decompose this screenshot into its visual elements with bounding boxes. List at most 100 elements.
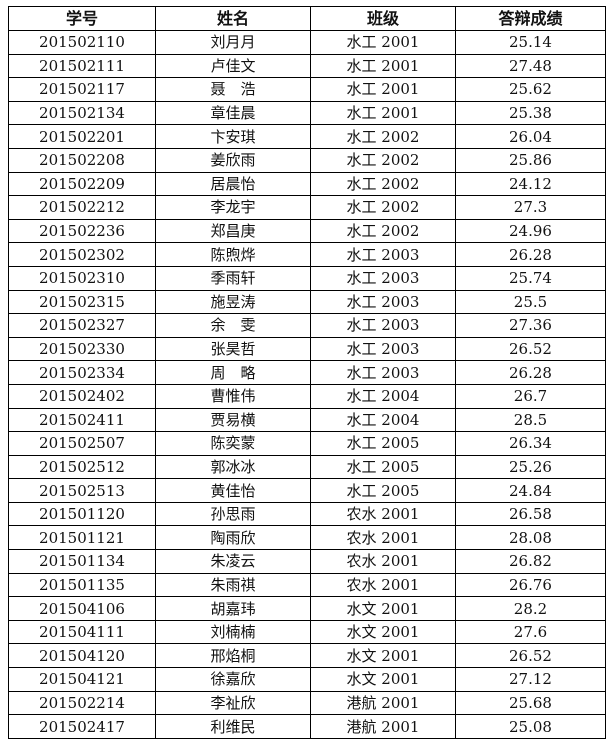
name-cell: 曹惟伟 [155,383,311,409]
student-id-cell: 201502212 [8,195,156,220]
score-cell: 26.52 [455,336,606,362]
class-cell: 水工 2002 [310,124,456,149]
student-id-cell: 201502209 [8,171,156,197]
score-cell: 26.28 [455,242,606,267]
name-cell: 陈煦烨 [155,242,311,267]
score-cell: 26.7 [455,383,606,409]
student-id-cell: 201501120 [8,501,156,527]
class-cell: 农水 2001 [310,572,456,598]
class-cell: 农水 2001 [310,501,456,527]
class-cell: 水工 2004 [310,407,456,433]
header-class: 班级 [310,6,456,31]
student-id-cell: 201504111 [8,619,156,645]
class-cell: 水文 2001 [310,619,456,645]
table-row: 201502236 郑昌庚 水工 2002 24.96 [8,218,606,244]
table-row: 201502209 居晨怡 水工 2002 24.12 [8,171,606,197]
student-id-cell: 201502402 [8,383,156,409]
class-cell: 水文 2001 [310,643,456,669]
name-cell: 张昊哲 [155,336,311,362]
student-id-cell: 201502111 [8,53,156,79]
score-cell: 26.76 [455,572,606,598]
class-cell: 水工 2003 [310,313,456,338]
student-id-cell: 201502214 [8,690,156,716]
student-id-cell: 201501135 [8,572,156,598]
class-cell: 农水 2001 [310,549,456,574]
name-cell: 聂 浩 [155,77,311,102]
name-cell: 郑昌庚 [155,218,311,244]
score-cell: 24.96 [455,218,606,244]
name-cell: 卞安琪 [155,124,311,149]
score-cell: 26.34 [455,431,606,456]
class-cell: 水工 2003 [310,360,456,385]
class-cell: 水工 2002 [310,147,456,173]
student-id-cell: 201502417 [8,714,156,739]
table-row: 201502117 聂 浩水工 2001 25.62 [8,77,606,102]
name-cell: 余 雯 [155,313,311,338]
score-cell: 28.2 [455,596,606,621]
class-cell: 水工 2005 [310,431,456,456]
score-cell: 26.58 [455,501,606,527]
name-cell: 胡嘉玮 [155,596,311,621]
table-row: 201502134 章佳晨 水工 2001 25.38 [8,100,606,126]
table-row: 201501134 朱凌云 农水 2001 26.82 [8,549,606,574]
student-id-cell: 201502327 [8,313,156,338]
name-cell: 朱雨祺 [155,572,311,598]
class-cell: 港航 2001 [310,714,456,739]
student-id-cell: 201504106 [8,596,156,621]
student-id-cell: 201502134 [8,100,156,126]
name-cell: 陶雨欣 [155,525,311,551]
name-cell: 季雨轩 [155,265,311,291]
header-score: 答辩成绩 [455,6,606,31]
name-cell: 刘月月 [155,30,311,55]
name-cell: 郭冰冰 [155,454,311,480]
table-row: 201502417 利维民 港航 2001 25.08 [8,714,606,739]
table-row: 201502110 刘月月 水工 2001 25.14 [8,30,606,55]
table-row: 201502310 季雨轩 水工 2003 25.74 [8,265,606,291]
table-row: 201502201 卞安琪 水工 2002 26.04 [8,124,606,149]
student-id-cell: 201502117 [8,77,156,102]
table-row: 201501120 孙思雨 农水 2001 26.58 [8,501,606,527]
table-row: 201502513 黄佳怡 水工 2005 24.84 [8,478,606,503]
student-id-cell: 201502513 [8,478,156,503]
student-id-cell: 201502411 [8,407,156,433]
table-row: 201504120 邢焰桐 水文 2001 26.52 [8,643,606,669]
name-cell: 章佳晨 [155,100,311,126]
name-cell: 施昱涛 [155,289,311,315]
score-cell: 26.82 [455,549,606,574]
name-cell: 李龙宇 [155,195,311,220]
score-cell: 25.08 [455,714,606,739]
name-cell: 徐嘉欣 [155,667,311,692]
score-cell: 27.12 [455,667,606,692]
score-cell: 25.74 [455,265,606,291]
class-cell: 农水 2001 [310,525,456,551]
score-cell: 25.5 [455,289,606,315]
student-id-cell: 201504121 [8,667,156,692]
score-cell: 25.86 [455,147,606,173]
table-row: 201501135 朱雨祺 农水 2001 26.76 [8,572,606,598]
score-cell: 24.84 [455,478,606,503]
student-id-cell: 201501121 [8,525,156,551]
name-cell: 邢焰桐 [155,643,311,669]
class-cell: 水工 2001 [310,30,456,55]
score-cell: 24.12 [455,171,606,197]
score-cell: 27.3 [455,195,606,220]
score-cell: 26.52 [455,643,606,669]
table-row: 201502334 周 略水工 2003 26.28 [8,360,606,385]
header-student-id: 学号 [8,6,156,31]
class-cell: 水工 2005 [310,454,456,480]
name-cell: 姜欣雨 [155,147,311,173]
student-id-cell: 201502315 [8,289,156,315]
class-cell: 水文 2001 [310,667,456,692]
class-cell: 水工 2003 [310,242,456,267]
name-cell: 贾易横 [155,407,311,433]
student-id-cell: 201502330 [8,336,156,362]
table-row: 201502327 余 雯水工 2003 27.36 [8,313,606,338]
header-name: 姓名 [155,6,311,31]
class-cell: 水工 2002 [310,171,456,197]
table-row: 201502507 陈奕蒙 水工 2005 26.34 [8,431,606,456]
student-id-cell: 201502507 [8,431,156,456]
table-row: 201502411 贾易横 水工 2004 28.5 [8,407,606,433]
score-cell: 25.26 [455,454,606,480]
score-cell: 27.48 [455,53,606,79]
score-cell: 27.36 [455,313,606,338]
